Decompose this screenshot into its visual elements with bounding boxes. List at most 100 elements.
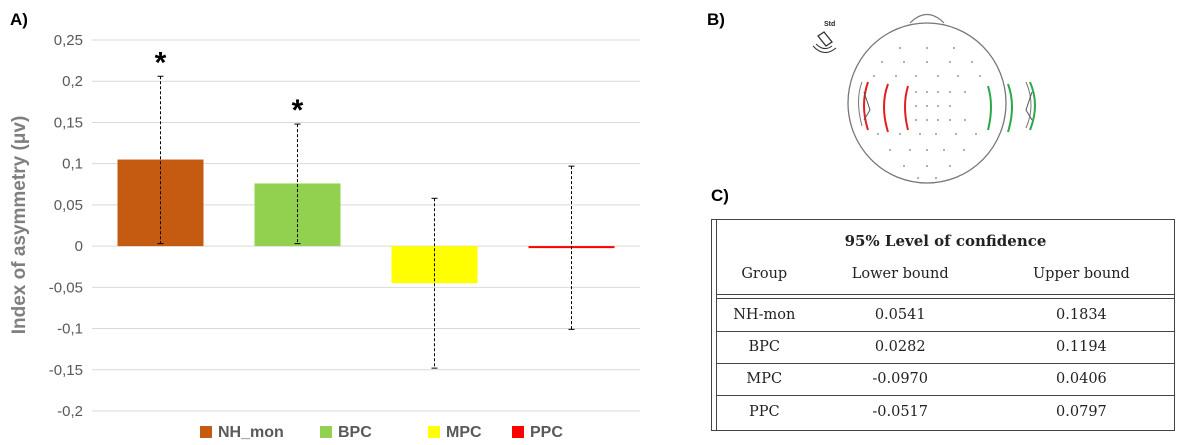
electrode-dot [975, 133, 977, 135]
table-header-row: Group Lower bound Upper bound [717, 262, 1174, 286]
electrode-dot [889, 149, 891, 151]
electrode-dot [917, 177, 919, 179]
electrode-dot [979, 75, 981, 77]
nose [909, 13, 945, 24]
electrode-dot [949, 91, 951, 93]
header-lower-bound: Lower bound [851, 266, 949, 282]
electrode-dot [964, 91, 966, 93]
electrode-dot [926, 61, 928, 63]
legend-label: NH_mon [218, 424, 284, 441]
electrode-dot [909, 149, 911, 151]
cell-upper: 0.1834 [1056, 307, 1107, 323]
header-upper-bound: Upper bound [1032, 266, 1130, 282]
table-row: BPC 0.0282 0.1194 [717, 332, 1174, 362]
bar-chart: -0,2 -0,15 -0,1 -0,05 0 0,05 0,1 0,15 0,2 0,25 Ind… [9, 32, 640, 441]
y-tick-label: 0 [75, 238, 83, 255]
electrode-dot [957, 75, 959, 77]
electrode-dot [915, 105, 917, 107]
y-tick-label: -0,05 [49, 279, 83, 296]
electrode-dot [963, 149, 965, 151]
speaker-icon [812, 31, 837, 53]
left-waveforms [863, 81, 909, 133]
y-tick-label: 0,25 [54, 32, 83, 49]
electrode-dot [926, 119, 928, 121]
electrode-dot [943, 149, 945, 151]
y-tick-label: -0,15 [49, 362, 83, 379]
legend-label: BPC [338, 424, 372, 441]
electrode-dot [926, 149, 928, 151]
electrode-dot [937, 91, 939, 93]
electrode-dot [926, 105, 928, 107]
cell-lower: -0.0517 [872, 404, 928, 420]
electrode-grid [873, 47, 981, 179]
significance-marker: * [292, 94, 304, 127]
legend-swatch [200, 426, 212, 438]
y-tick-label: -0,2 [57, 403, 83, 420]
electrode-dot [926, 165, 928, 167]
table-divider [717, 395, 1174, 396]
electrode-dot [926, 91, 928, 93]
confidence-table-inner: 95% Level of confidence Group Lower boun… [716, 220, 1174, 430]
electrode-dot [949, 165, 951, 167]
electrode-dot [937, 119, 939, 121]
cell-group: MPC [746, 371, 783, 387]
significance-marker: * [155, 46, 167, 79]
y-axis-label: Index of asymmetry (μv) [9, 116, 30, 335]
electrode-dot [926, 47, 928, 49]
electrode-dot [949, 105, 951, 107]
y-tick-label: 0,15 [54, 114, 83, 131]
electrode-dot [949, 119, 951, 121]
table-divider [717, 331, 1174, 332]
cell-group: NH-mon [733, 307, 796, 323]
electrode-dot [937, 105, 939, 107]
legend-label: MPC [446, 424, 482, 441]
table-divider [717, 294, 1174, 295]
head-topography: Std [812, 13, 1036, 184]
panel-label-c: C) [711, 186, 729, 205]
legend-label: PPC [530, 424, 563, 441]
electrode-dot [935, 177, 937, 179]
electrode-dot [877, 133, 879, 135]
legend-swatch [512, 426, 524, 438]
cell-lower: 0.0541 [874, 307, 926, 323]
electrode-dot [915, 119, 917, 121]
electrode-dot [935, 133, 937, 135]
left-ear [858, 81, 863, 127]
electrode-dot [881, 61, 883, 63]
legend-swatch [320, 426, 332, 438]
table-title: 95% Level of confidence [844, 232, 1047, 250]
cell-upper: 0.1194 [1056, 339, 1107, 355]
electrode-dot [903, 165, 905, 167]
electrode-dot [955, 133, 957, 135]
std-label: Std [824, 21, 835, 28]
legend-swatch [428, 426, 440, 438]
y-tick-label: 0,2 [62, 73, 83, 90]
table-row: MPC -0.0970 0.0406 [717, 364, 1174, 394]
y-tick-label: 0,1 [62, 156, 83, 173]
cell-upper: 0.0797 [1056, 404, 1107, 420]
electrode-dot [971, 61, 973, 63]
electrode-dot [937, 75, 939, 77]
table-row: NH-mon 0.0541 0.1834 [717, 300, 1174, 330]
header-group: Group [741, 266, 788, 282]
y-tick-label: 0,05 [54, 197, 83, 214]
y-tick-label: -0,1 [57, 321, 83, 338]
cell-group: BPC [748, 339, 781, 355]
table-row: PPC -0.0517 0.0797 [717, 396, 1174, 428]
electrode-dot [895, 75, 897, 77]
electrode-dot [903, 61, 905, 63]
electrode-dot [873, 75, 875, 77]
cell-lower: -0.0970 [872, 371, 928, 387]
cell-group: PPC [748, 404, 780, 420]
electrode-dot [964, 119, 966, 121]
right-ear [1025, 81, 1032, 129]
electrode-dot [899, 47, 901, 49]
table-divider [717, 298, 1174, 299]
panel-label-a: A) [10, 10, 28, 29]
confidence-table: 95% Level of confidence Group Lower boun… [711, 219, 1175, 431]
right-waveforms [987, 81, 1036, 133]
electrode-dot [919, 133, 921, 135]
head-outline [847, 22, 1007, 184]
electrode-dot [915, 75, 917, 77]
cell-lower: 0.0282 [874, 339, 926, 355]
